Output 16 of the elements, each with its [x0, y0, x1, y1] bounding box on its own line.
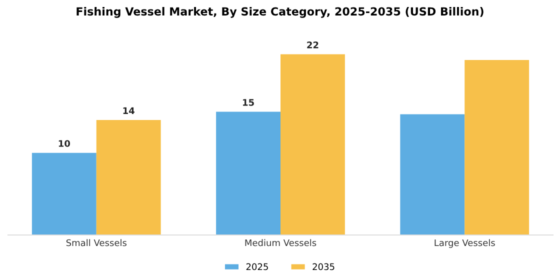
legend-label: 2035 — [312, 263, 334, 270]
data-label: 15 — [243, 99, 254, 106]
bar — [464, 60, 530, 235]
legend-label: 2025 — [246, 263, 268, 270]
bar — [96, 120, 161, 235]
data-label: 22 — [307, 42, 318, 48]
bar — [216, 112, 280, 235]
x-tick-label: Medium Vessels — [245, 239, 316, 246]
bar — [280, 54, 345, 235]
data-label: 10 — [58, 140, 70, 147]
bar — [32, 152, 96, 235]
chart-title: Fishing Vessel Market, By Size Category, 2025-2035 (USD Billion) — [76, 7, 484, 18]
x-tick-label: Large Vessels — [434, 239, 495, 248]
data-label: 14 — [123, 107, 134, 114]
x-tick-label: Small Vessels — [66, 239, 127, 246]
bar — [400, 114, 465, 235]
